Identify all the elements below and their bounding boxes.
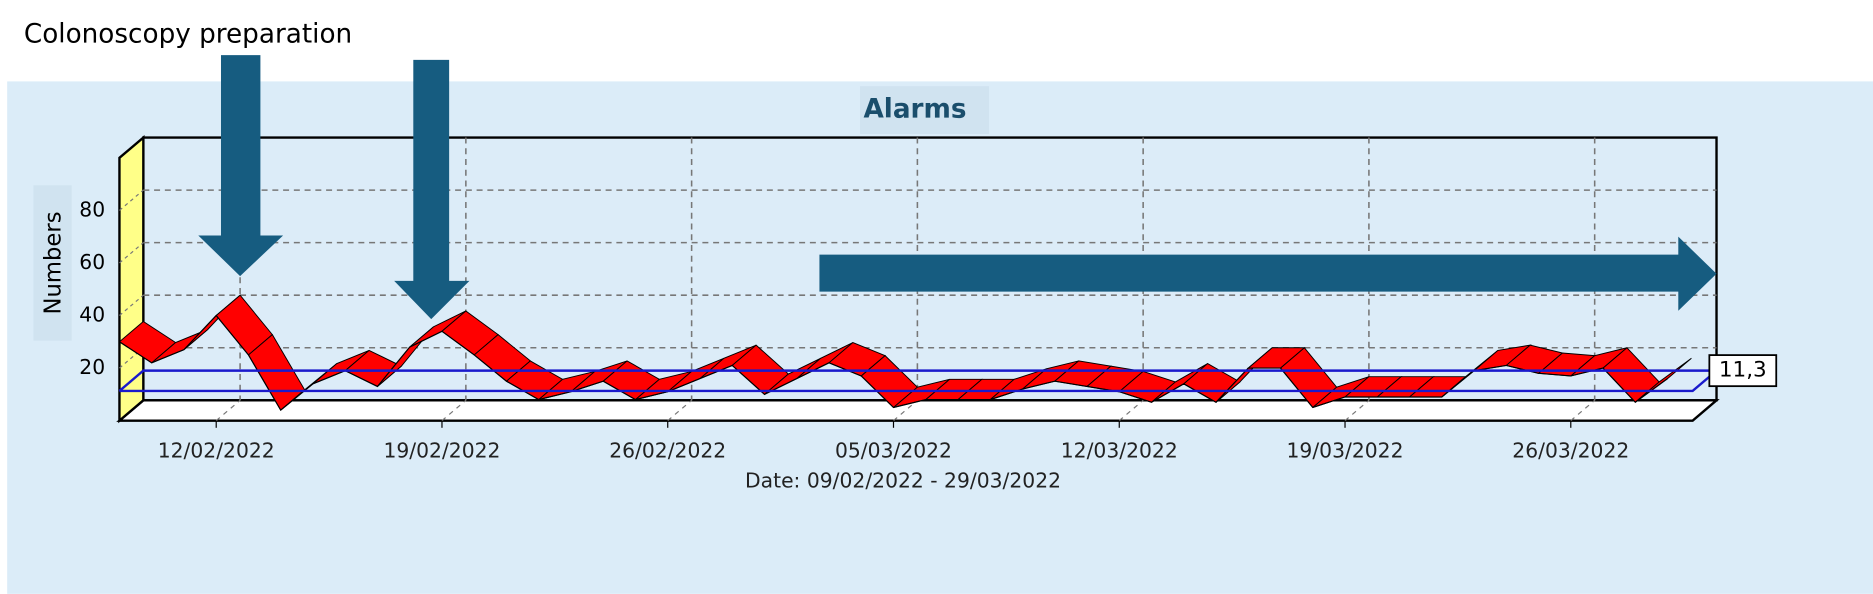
grid-line xyxy=(119,294,144,316)
y-axis-label: Numbers xyxy=(40,211,66,314)
reference-label-box xyxy=(1708,354,1778,388)
x-tick-label: 12/03/2022 xyxy=(1061,439,1178,463)
arrow xyxy=(394,59,470,320)
annotation: Colonoscopy preparation xyxy=(24,19,352,49)
y-tick-label: 80 xyxy=(79,197,105,221)
grid-line xyxy=(119,189,144,211)
x-tick-label: 26/03/2022 xyxy=(1512,439,1629,463)
plot: 20 40 60 80 12/02/2022 19/02/2022 26/02/2022 05… xyxy=(79,134,1778,463)
x-tick-label: 12/02/2022 xyxy=(158,439,275,463)
annotation-arrows xyxy=(198,55,1717,320)
grid-line xyxy=(119,347,144,369)
y-label-box xyxy=(33,185,72,341)
grid-line xyxy=(119,242,144,264)
x-axis-label: Date: 09/02/2022 - 29/03/2022 xyxy=(745,469,1061,493)
series-line xyxy=(119,314,1668,412)
left-wall xyxy=(118,134,145,424)
y-tick-label: 20 xyxy=(79,355,105,379)
y-tick-label: 60 xyxy=(79,250,105,274)
x-tick-label: 05/03/2022 xyxy=(835,439,952,463)
arrow xyxy=(819,236,1717,311)
title-box xyxy=(860,86,990,134)
y-tick-label: 40 xyxy=(79,303,105,327)
x-tick-label: 19/03/2022 xyxy=(1287,439,1404,463)
chart-title: Alarms xyxy=(863,95,966,125)
x-tick-label: 26/02/2022 xyxy=(609,439,726,463)
reference-label: 11,3 xyxy=(1719,358,1767,383)
x-tick-label: 19/02/2022 xyxy=(383,439,500,463)
arrow xyxy=(198,55,284,277)
floor xyxy=(116,399,1720,422)
